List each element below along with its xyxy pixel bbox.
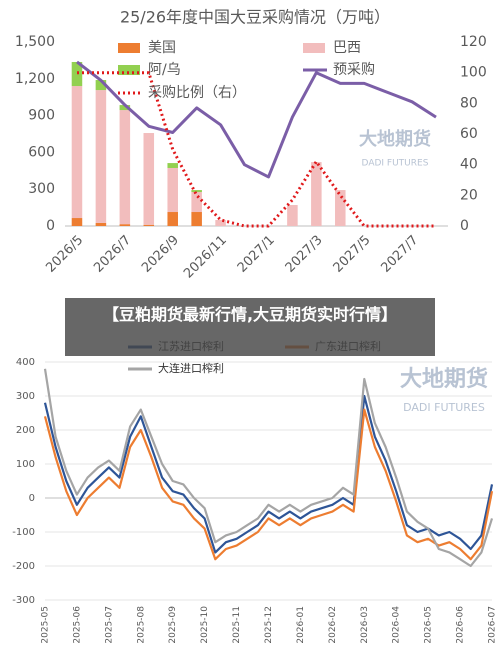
bar-segment (167, 167, 178, 213)
x-tick-label: 2026/7 (91, 233, 134, 276)
bar-segment (143, 224, 155, 226)
bar-segment (95, 80, 107, 91)
x-tick-label: 2027/3 (283, 233, 326, 276)
y-tick-label: 900 (28, 108, 55, 124)
x-tick-label: 2025-06 (72, 606, 82, 644)
x-tick-label: 2027/7 (378, 233, 421, 276)
y2-tick-label: 120 (460, 34, 487, 50)
caption: 【豆粕期货最新行情,大豆期货实时行情】 (65, 298, 435, 356)
x-tick-label: 2026/9 (139, 233, 182, 276)
chart-title: 25/26年度中国大豆采购情况（万吨） (120, 8, 390, 27)
x-tick-label: 2026-03 (360, 606, 370, 644)
legend-label: 大连进口榨利 (158, 361, 224, 375)
bar-segment (143, 133, 155, 225)
x-tick-label: 2026-07 (488, 606, 498, 644)
x-tick-label: 2025-11 (232, 606, 242, 644)
legend-swatch (303, 43, 325, 53)
series-line (43, 368, 494, 568)
y-tick-label: 0 (29, 493, 35, 504)
x-tick-label: 2026/5 (43, 233, 86, 276)
bar-segment (335, 190, 346, 226)
y2-tick-label: 100 (460, 65, 487, 81)
y-tick-label: -100 (12, 527, 35, 538)
x-tick-label: 2025-10 (200, 606, 210, 644)
series-line (43, 408, 494, 561)
y-tick-label: -200 (12, 561, 35, 572)
legend-label: 采购比例（右） (148, 85, 246, 101)
y-tick-label: 0 (46, 218, 55, 234)
y-tick-label: 300 (16, 391, 35, 402)
x-tick-label: 2025-08 (136, 606, 146, 644)
x-tick-label: 2026-04 (392, 606, 402, 644)
x-tick-label: 2025-09 (168, 606, 178, 644)
x-tick-label: 2026-05 (424, 606, 434, 644)
watermark: 大地期货 (400, 366, 488, 392)
series-line (43, 394, 494, 554)
y2-tick-label: 20 (460, 187, 478, 203)
bar-segment (119, 110, 131, 225)
watermark: 大地期货 (359, 128, 431, 150)
y-tick-label: 200 (16, 425, 35, 436)
bar-segment (167, 212, 178, 226)
legend-swatch (118, 65, 140, 75)
legend-label: 美国 (148, 40, 176, 56)
y2-tick-label: 40 (460, 157, 478, 173)
y-tick-label: -300 (12, 595, 35, 606)
x-tick-label: 2026-06 (456, 606, 466, 644)
bar-segment (191, 212, 202, 226)
bar-segment (71, 218, 83, 226)
legend-label: 阿/乌 (148, 62, 181, 78)
bar-segment (71, 61, 83, 87)
x-tick-label: 2027/5 (331, 233, 374, 276)
bar-segment (167, 163, 178, 168)
x-tick-label: 2025-12 (264, 606, 274, 644)
y-tick-label: 1,500 (15, 34, 55, 50)
watermark: DADI FUTURES (362, 159, 429, 169)
watermark: DADI FUTURES (403, 401, 485, 414)
bar-segment (119, 224, 131, 226)
y2-tick-label: 0 (460, 218, 469, 234)
y2-tick-label: 60 (460, 126, 478, 142)
y-tick-label: 600 (28, 144, 55, 160)
bar-segment (311, 162, 322, 226)
y2-tick-label: 80 (460, 95, 478, 111)
bar-segment (287, 205, 298, 226)
bar-segment (215, 219, 226, 226)
y-tick-label: 1,200 (15, 71, 55, 87)
bar-segment (71, 86, 83, 219)
bar-segment (119, 105, 131, 111)
legend-label: 巴西 (333, 40, 361, 56)
series-line (76, 60, 437, 179)
y-tick-label: 100 (16, 459, 35, 470)
y-tick-label: 300 (28, 181, 55, 197)
bar-segment (95, 222, 107, 226)
x-tick-label: 2026/11 (181, 233, 230, 282)
x-tick-label: 2027/1 (235, 233, 278, 276)
x-tick-label: 2025-05 (41, 606, 51, 644)
bar-segment (191, 192, 202, 213)
x-tick-label: 2026-02 (328, 606, 338, 644)
bar-segment (95, 90, 107, 223)
x-tick-label: 2026-01 (296, 606, 306, 644)
y-tick-label: 400 (16, 357, 35, 368)
legend-swatch (118, 43, 140, 53)
legend-label: 预采购 (333, 62, 375, 78)
x-tick-label: 2025-07 (104, 606, 114, 644)
bar-segment (191, 190, 202, 193)
